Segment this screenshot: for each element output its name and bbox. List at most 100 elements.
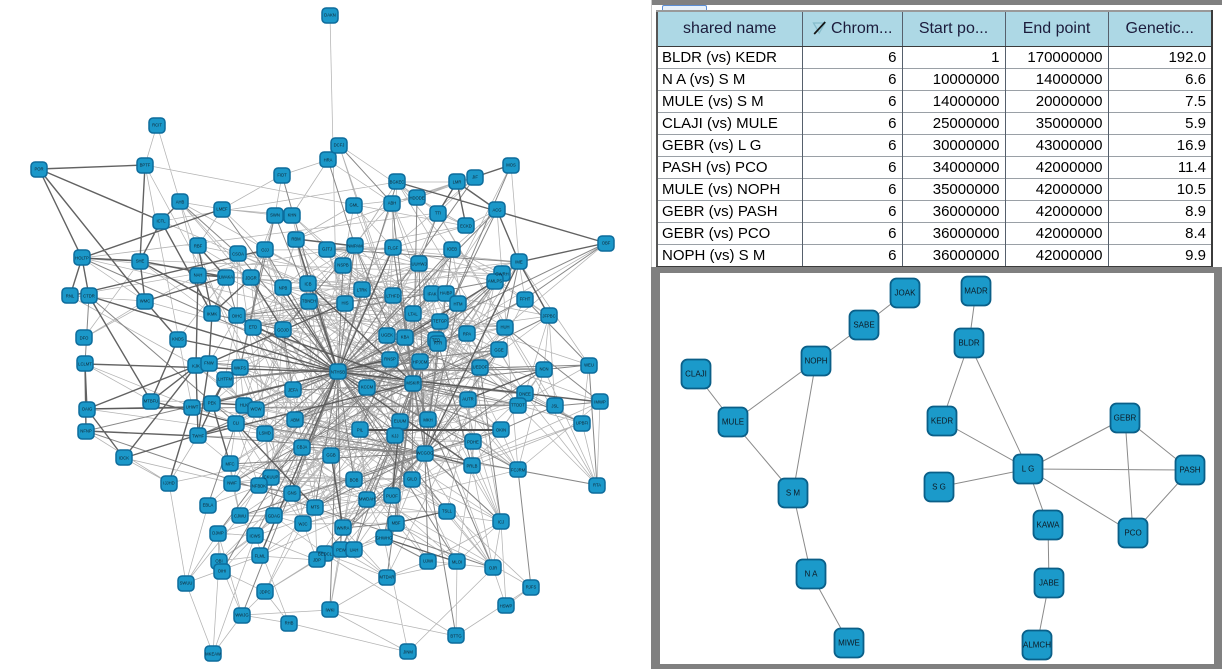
svg-text:CSOA: CSOA xyxy=(232,252,244,257)
svg-text:IDCK: IDCK xyxy=(119,456,129,461)
svg-text:LTRK: LTRK xyxy=(357,288,368,293)
svg-text:OIHC: OIHC xyxy=(232,314,242,319)
svg-text:N A: N A xyxy=(805,570,819,579)
svg-text:GILO: GILO xyxy=(407,477,418,482)
svg-text:WCW: WCW xyxy=(251,407,262,412)
svg-text:LHTFM: LHTFM xyxy=(218,377,232,382)
svg-text:FLML: FLML xyxy=(255,554,266,559)
svg-text:UGEK: UGEK xyxy=(381,333,393,338)
svg-text:OJJ: OJJ xyxy=(261,248,268,253)
svg-text:KBA: KBA xyxy=(401,335,410,340)
svg-text:NSPB: NSPB xyxy=(337,263,349,268)
svg-text:NTHSB: NTHSB xyxy=(331,370,345,375)
svg-text:JSL: JSL xyxy=(551,404,559,409)
svg-text:JEFA: JEFA xyxy=(288,388,298,393)
svg-text:HIS: HIS xyxy=(342,301,349,306)
svg-text:HAIBP: HAIBP xyxy=(440,291,453,296)
svg-text:GJTJ: GJTJ xyxy=(322,247,332,252)
svg-text:AUTR: AUTR xyxy=(462,397,473,402)
svg-text:PASH: PASH xyxy=(1179,466,1200,475)
svg-text:BOB: BOB xyxy=(350,478,359,483)
svg-text:IOEB: IOEB xyxy=(447,247,457,252)
svg-text:MTBFU: MTBFU xyxy=(144,399,158,404)
svg-text:WCGOG: WCGOG xyxy=(417,451,434,456)
svg-text:MTDAR: MTDAR xyxy=(380,575,395,580)
svg-text:NPB: NPB xyxy=(279,286,288,291)
svg-text:OKIN: OKIN xyxy=(496,428,506,433)
svg-text:WKFS: WKFS xyxy=(234,366,246,371)
svg-text:HLK: HLK xyxy=(240,403,248,408)
svg-text:GEBR: GEBR xyxy=(1114,414,1137,423)
svg-text:MBF: MBF xyxy=(392,521,401,526)
svg-text:UEDOF: UEDOF xyxy=(473,365,488,370)
svg-text:AMLPS: AMLPS xyxy=(488,279,502,284)
svg-text:LTHFD: LTHFD xyxy=(386,294,399,299)
svg-text:CBJA: CBJA xyxy=(297,445,308,450)
svg-text:FLGF: FLGF xyxy=(388,246,399,251)
svg-text:DNEE: DNEE xyxy=(519,392,531,397)
svg-text:RTA: RTA xyxy=(593,483,601,488)
svg-text:ICB: ICB xyxy=(305,282,312,287)
svg-text:LSMD: LSMD xyxy=(259,431,271,436)
svg-text:GNS: GNS xyxy=(287,491,296,496)
svg-text:MOS: MOS xyxy=(506,163,516,168)
svg-text:JDPC: JDPC xyxy=(260,590,271,595)
svg-text:PIL: PIL xyxy=(357,428,364,433)
svg-text:BLDR: BLDR xyxy=(958,339,980,348)
svg-text:TETGP: TETGP xyxy=(433,319,447,324)
svg-text:KJJ: KJJ xyxy=(392,434,399,439)
svg-text:OAIG: OAIG xyxy=(82,407,92,412)
svg-text:IMWP: IMWP xyxy=(594,400,606,405)
svg-text:DAKN: DAKN xyxy=(324,13,336,18)
svg-text:GHWHG: GHWHG xyxy=(376,536,393,541)
svg-text:LMR: LMR xyxy=(453,180,462,185)
svg-text:KAWA: KAWA xyxy=(1037,521,1061,530)
svg-text:DCFJ: DCFJ xyxy=(334,143,345,148)
svg-text:MTS: MTS xyxy=(311,505,320,510)
svg-text:RNSP: RNSP xyxy=(384,357,396,362)
svg-text:IKMK: IKMK xyxy=(207,312,217,317)
svg-text:WNRA: WNRA xyxy=(337,526,350,531)
svg-text:JDP: JDP xyxy=(313,558,321,563)
svg-text:KCCM: KCCM xyxy=(361,385,374,390)
svg-text:KEDR: KEDR xyxy=(931,417,953,426)
svg-text:ICTL: ICTL xyxy=(156,219,166,224)
svg-text:RBF: RBF xyxy=(194,244,203,249)
svg-text:CLAJI: CLAJI xyxy=(685,370,707,379)
svg-text:JDGR: JDGR xyxy=(245,276,256,281)
svg-text:TED: TED xyxy=(432,338,440,343)
svg-text:HDODE: HDODE xyxy=(409,196,424,201)
svg-text:IME: IME xyxy=(515,260,523,265)
svg-text:L G: L G xyxy=(1022,465,1035,474)
svg-text:GDAG: GDAG xyxy=(268,514,280,519)
svg-text:DJMP: DJMP xyxy=(212,531,224,536)
svg-text:ECKD: ECKD xyxy=(460,224,472,229)
svg-text:GGE: GGE xyxy=(494,348,504,353)
svg-text:SABE: SABE xyxy=(853,321,874,330)
svg-text:TBNEH: TBNEH xyxy=(302,299,316,304)
svg-text:UUHWJ: UUHWJ xyxy=(411,262,426,267)
svg-text:NCN: NCN xyxy=(539,367,548,372)
svg-text:CKUUP: CKUUP xyxy=(264,475,279,480)
svg-text:CTDR: CTDR xyxy=(83,294,95,299)
svg-text:ACG: ACG xyxy=(492,208,501,213)
svg-text:WMC: WMC xyxy=(140,299,150,304)
svg-text:MADR: MADR xyxy=(964,287,988,296)
svg-text:RJFS: RJFS xyxy=(526,585,537,590)
svg-text:AHB: AHB xyxy=(176,200,185,205)
svg-text:PEW: PEW xyxy=(336,548,346,553)
svg-text:S M: S M xyxy=(786,489,801,498)
svg-text:GGB: GGB xyxy=(326,453,336,458)
svg-text:KNDS: KNDS xyxy=(172,337,184,342)
svg-text:UJWI: UJWI xyxy=(423,559,433,564)
svg-text:PCO: PCO xyxy=(1124,529,1141,538)
svg-text:PEK: PEK xyxy=(208,401,217,406)
svg-text:OBI: OBI xyxy=(215,559,222,564)
svg-text:BPTF: BPTF xyxy=(140,163,151,168)
svg-text:JINM: JINM xyxy=(403,650,413,655)
svg-text:RCIT: RCIT xyxy=(152,123,162,128)
svg-text:LCLMT: LCLMT xyxy=(78,362,92,367)
svg-text:LTAL: LTAL xyxy=(408,312,418,317)
svg-text:CJWU: CJWU xyxy=(234,514,246,519)
svg-text:MKH: MKH xyxy=(423,418,432,423)
